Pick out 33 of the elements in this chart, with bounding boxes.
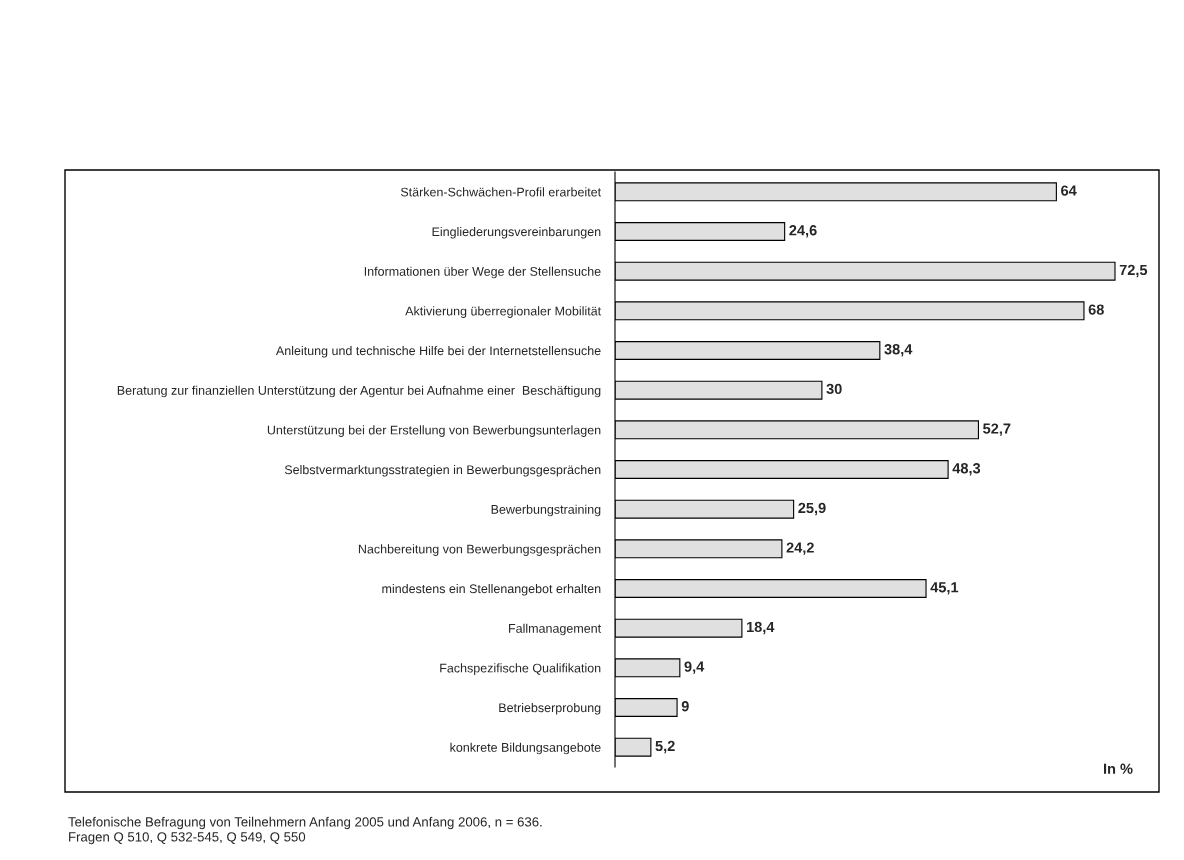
data-label: 45,1 [930,582,959,595]
data-label: 18,4 [746,621,775,635]
data-label: 52,7 [983,423,1011,436]
data-label: 24,6 [789,225,817,238]
data-label: 72,5 [1119,264,1148,278]
y-tick-label: Fachspezifische Qualifikation [440,663,601,675]
data-label: 24,2 [786,542,814,555]
y-tick-label: Betriebserprobung [499,702,601,715]
y-tick-label: Beratung zur finanziellen Unterstützung der Agentur bei Aufnahme einer Beschäftigung [117,385,601,398]
y-tick-label: Unterstützung bei der Erstellung von Bewerbungsunterlagen [267,425,601,437]
y-tick-label: Aktivierung überregionaler Mobilität [405,306,602,318]
y-tick-label: konkrete Bildungsangebote [450,742,601,755]
data-label: 30 [826,383,842,395]
y-tick-label: Bewerbungstraining [491,504,601,517]
data-label: 5,2 [655,740,675,754]
data-label: 64 [1061,185,1077,196]
data-label: 48,3 [952,463,981,476]
data-label: 38,4 [884,344,913,357]
y-tick-label: Anleitung und technische Hilfe bei der Internetstellensuche [275,345,601,358]
y-tick-label: Stärken-Schwächen-Profil erarbeitet [400,187,602,197]
y-tick-label: mindestens ein Stellenangebot erhalten [382,583,601,596]
y-tick-label: Fallmanagement [509,623,602,636]
y-tick-label: Informationen über Wege der Stellensuche [364,266,601,279]
y-tick-label: Eingliederungsvereinbarungen [432,226,601,239]
data-label: 25,9 [798,502,826,516]
y-tick-label: Selbstvermarktungsstrategien in Bewerbungsgesprächen [284,464,601,477]
annotation: In % [1103,763,1133,774]
y-tick-label: Nachbereitung von Bewerbungsgesprächen [358,544,601,556]
data-label: 9 [681,701,689,712]
data-label: 68 [1088,304,1104,315]
text: Telefonische Befragung von Teilnehmern Anfang 2005 und Anfang 2006, n = 636. [68,816,542,830]
text: Fragen Q 510, Q 532-545, Q 549, Q 550 [69,832,306,845]
data-label: 9,4 [684,661,705,674]
